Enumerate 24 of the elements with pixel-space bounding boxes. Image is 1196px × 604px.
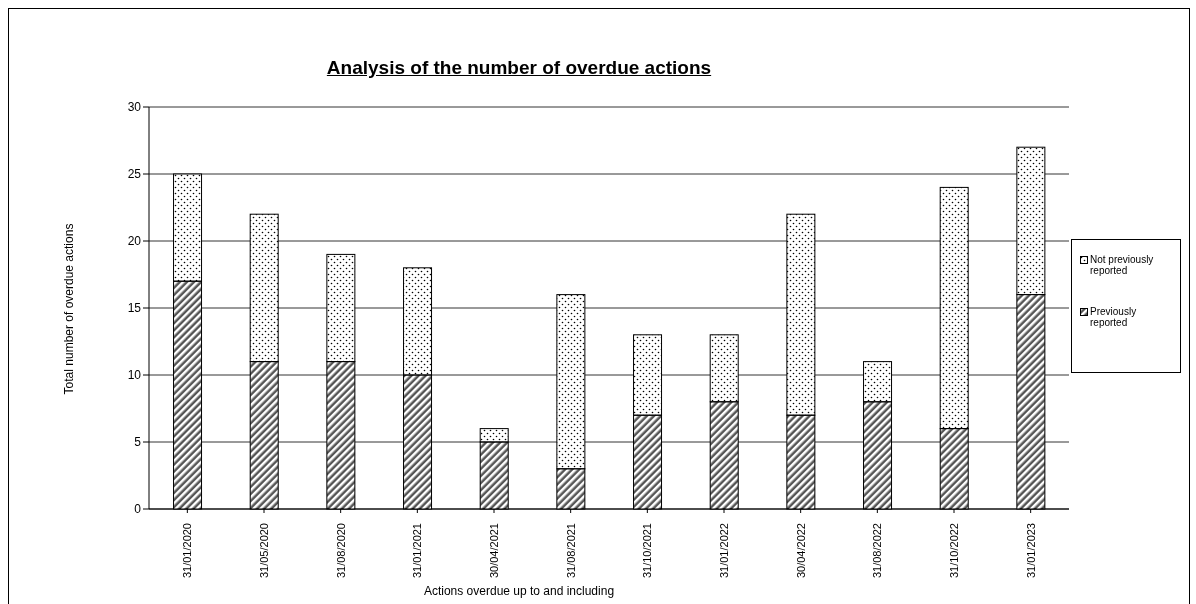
x-tick-label: 30/04/2022	[794, 523, 807, 579]
x-tick-label: 31/05/2020	[258, 523, 270, 579]
chart-title: Analysis of the number of overdue actions	[325, 57, 713, 79]
y-tick-label: 15	[127, 301, 142, 316]
x-tick-label: 31/01/2020	[181, 523, 194, 579]
y-tick-label: 20	[127, 234, 142, 249]
y-tick-label: 5	[134, 435, 142, 450]
x-tick-label: 31/08/2020	[334, 523, 347, 579]
text: Not previously reported	[1090, 254, 1155, 276]
x-tick-label: 31/08/2022	[871, 523, 884, 579]
x-tick-label: 31/08/2021	[564, 523, 577, 579]
y-tick-label: 25	[127, 167, 142, 182]
x-tick-label: 31/01/2021	[411, 523, 424, 579]
x-axis-title: Actions overdue up to and including	[422, 584, 616, 598]
y-tick-label: 0	[134, 502, 142, 517]
x-tick-label: 31/01/2023	[1024, 523, 1037, 579]
x-tick-label: 31/01/2022	[718, 523, 730, 579]
x-tick-label: 30/04/2021	[488, 523, 500, 579]
y-axis-title: Total number of overdue actions	[62, 223, 76, 395]
x-tick-label: 31/10/2022	[948, 523, 960, 579]
x-tick-label: 31/10/2021	[641, 523, 654, 579]
y-tick-label: 10	[127, 368, 142, 383]
legend-label: Previously reported	[1090, 306, 1138, 328]
y-tick-label: 30	[127, 100, 142, 115]
